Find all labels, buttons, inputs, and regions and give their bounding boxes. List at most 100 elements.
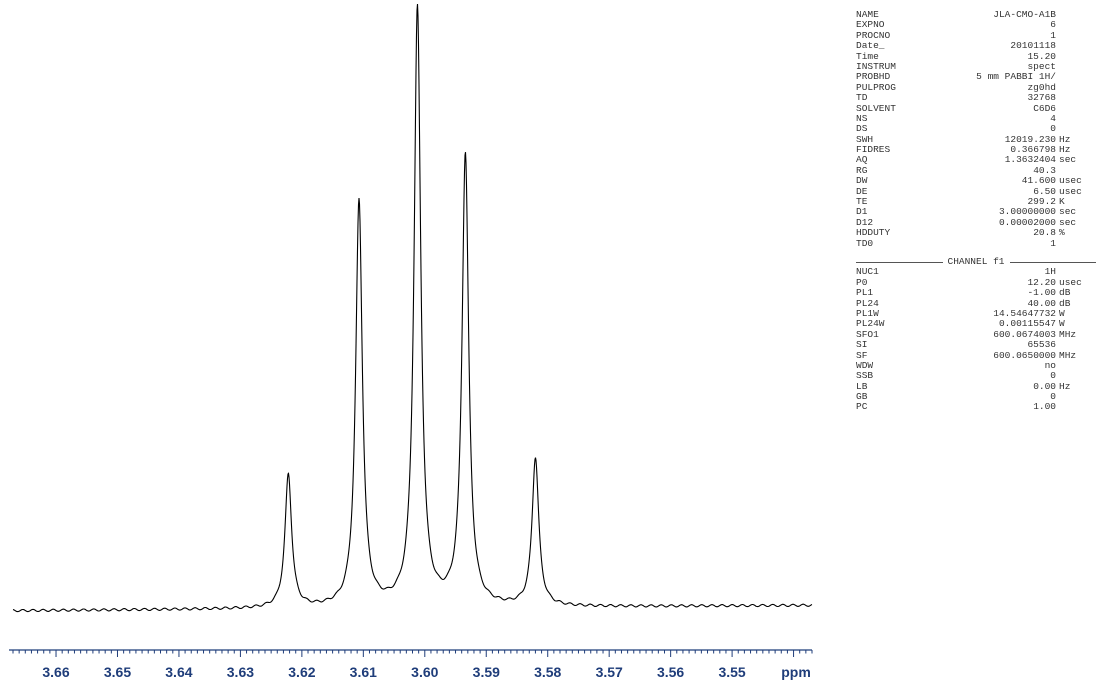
param-value: 65536 [1027, 339, 1056, 351]
param-row-pc: PC 1.00 [856, 401, 1096, 413]
param-name: TD [856, 92, 868, 104]
param-unit: usec [1059, 185, 1082, 197]
param-row-pl24w: PL24W 0.00115547 W [856, 318, 1096, 330]
param-unit: usec [1059, 175, 1082, 187]
param-value: no [1044, 359, 1056, 371]
param-value: 32768 [1027, 92, 1056, 104]
param-value: 0.00 [1033, 380, 1056, 392]
param-unit: W [1059, 318, 1065, 330]
param-row-probhd: PROBHD 5 mm PABBI 1H/ [856, 71, 1096, 83]
param-value: 20101118 [1010, 40, 1056, 52]
param-row-gb: GB 0 [856, 391, 1096, 403]
param-value: -1.00 [1027, 287, 1056, 299]
param-value: 600.0674003 [993, 328, 1056, 340]
param-name: PL24 [856, 297, 879, 309]
x-tick-label: 3.60 [411, 664, 438, 680]
param-row-fidres: FIDRES 0.366798 Hz [856, 144, 1096, 156]
param-row-p0: P0 12.20 usec [856, 276, 1096, 288]
param-name: TD0 [856, 237, 874, 249]
param-name: SI [856, 339, 868, 351]
param-name: P0 [856, 276, 868, 288]
param-name: NAME [856, 9, 879, 20]
param-row-expno: EXPNO 6 [856, 19, 1096, 31]
param-value: 0.366798 [1010, 144, 1056, 156]
param-row-pl1: PL1 -1.00 dB [856, 287, 1096, 299]
param-row-aq: AQ 1.3632404 sec [856, 154, 1096, 166]
param-name: WDW [856, 359, 874, 371]
param-name: LB [856, 380, 868, 392]
param-row-hdduty: HDDUTY 20.8% [856, 227, 1096, 239]
param-value: 5 mm PABBI 1H/ [976, 71, 1056, 83]
param-row-procno: PROCNO 1 [856, 29, 1096, 41]
param-name: NS [856, 112, 868, 124]
param-name: AQ [856, 154, 868, 166]
param-row-te: TE 299.2 K [856, 196, 1096, 208]
param-name: PULPROG [856, 81, 896, 93]
param-unit: dB [1059, 297, 1071, 309]
x-tick-label: 3.65 [104, 664, 131, 680]
x-tick-label: 3.55 [718, 664, 745, 680]
param-value: 0.00002000 [998, 216, 1056, 228]
param-name: SF [856, 349, 868, 361]
param-value: 3.00000000 [998, 206, 1056, 218]
param-row-nuc1: NUC1 1H [856, 266, 1096, 278]
param-row-pulprog: PULPROG zg0hd [856, 81, 1096, 93]
param-value: 299.2 [1027, 196, 1056, 208]
param-value: 14.54647732 [993, 307, 1056, 319]
x-tick-label: 3.66 [42, 664, 69, 680]
param-value: 40.00 [1027, 297, 1056, 309]
param-row-sfo1: SFO1 600.0674003 MHz [856, 328, 1096, 340]
param-name: RG [856, 164, 868, 176]
channel-header-label: CHANNEL f1 [947, 255, 1005, 267]
param-unit: K [1059, 196, 1065, 208]
param-row-rg: RG 40.3 [856, 164, 1096, 176]
param-name: GB [856, 391, 868, 403]
param-value: 600.0650000 [993, 349, 1056, 361]
param-unit: sec [1059, 154, 1077, 166]
x-tick-label: 3.61 [350, 664, 377, 680]
param-name: DS [856, 123, 868, 135]
param-value: 20.8 [1033, 227, 1056, 239]
param-row-date: Date_ 20101118 [856, 40, 1096, 52]
x-tick-label: 3.62 [288, 664, 315, 680]
param-name: INSTRUM [856, 60, 896, 72]
channel-header-dash-right [1009, 262, 1097, 264]
param-value: 0 [1050, 123, 1056, 135]
param-name: PROBHD [856, 71, 891, 83]
x-tick-label: 3.58 [534, 664, 561, 680]
x-axis-unit-label: ppm [781, 664, 811, 680]
param-row-td: TD 32768 [856, 92, 1096, 104]
param-value: 1H [1044, 266, 1056, 278]
param-name: EXPNO [856, 19, 885, 31]
param-row-td0: TD0 1 [856, 237, 1096, 249]
param-value: 6.50 [1033, 185, 1056, 197]
channel-params-list: NUC1 1H P0 12.20 usec PL1 -1.00 dB PL24 40.00 dB PL… [856, 266, 1096, 340]
param-value: 1 [1050, 29, 1056, 41]
param-row-ssb: SSB 0 [856, 370, 1096, 382]
param-unit: dB [1059, 287, 1071, 299]
param-row-sf: SF 600.0650000 MHz [856, 349, 1096, 361]
param-name: Date_ [856, 40, 885, 52]
param-name: DE [856, 185, 868, 197]
acquisition-parameters-panel: NAME JLA-CMO-A1B EXPNO 6 PROCNO 1 Date_ 2010111… [856, 9, 1097, 413]
spectrum-trace [12, 3, 813, 613]
channel-header-dash-left [856, 262, 943, 264]
param-value: 40.3 [1033, 164, 1056, 176]
param-row-d1: D1 3.00000000 sec [856, 206, 1096, 218]
param-value: 1.00 [1033, 401, 1056, 413]
param-name: D1 [856, 206, 868, 218]
param-unit: % [1059, 227, 1065, 239]
param-name: DW [856, 175, 868, 187]
param-unit: MHz [1059, 328, 1077, 340]
channel-f1-header: CHANNEL f1 [856, 255, 1097, 267]
param-row-pl1w: PL1W 14.54647732 W [856, 307, 1096, 319]
x-axis: 3.66 3.65 3.64 3.63 3.62 3.61 3.60 3.59 3.58 3.57… [9, 649, 813, 680]
param-row-name: NAME JLA-CMO-A1B [856, 9, 1096, 20]
param-name: PL24W [856, 318, 885, 330]
param-value: 1.3632404 [1004, 154, 1056, 166]
param-name: SSB [856, 370, 874, 382]
param-row-solvent: SOLVENT C6D6 [856, 102, 1096, 114]
param-value: spect [1027, 60, 1056, 72]
param-unit: W [1059, 307, 1065, 319]
param-name: SOLVENT [856, 102, 896, 114]
